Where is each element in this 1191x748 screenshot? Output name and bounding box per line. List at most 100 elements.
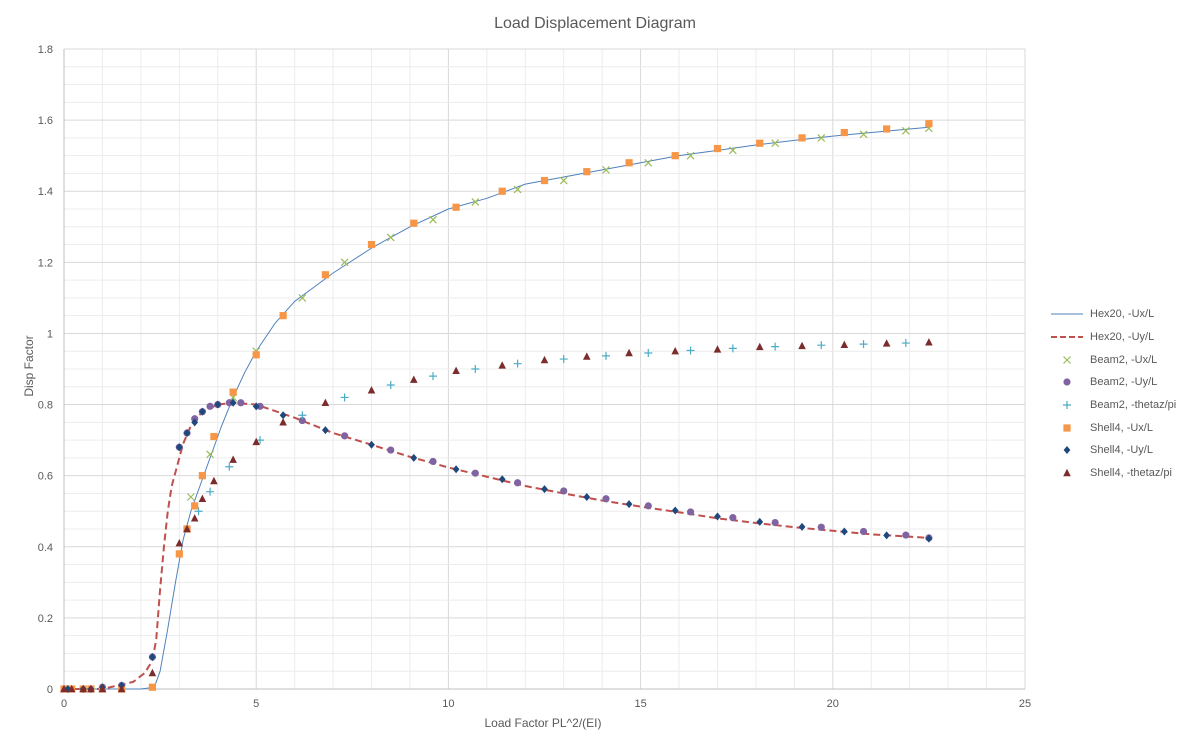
data-point: [183, 429, 191, 437]
legend-item-shell4-uy-l: Shell4, -Uy/L: [1050, 439, 1188, 462]
data-point: [498, 475, 506, 484]
data-point: [471, 365, 480, 373]
data-point: [64, 685, 72, 693]
data-point: [859, 527, 868, 536]
legend-label: Beam2, -thetaz/pi: [1090, 399, 1177, 412]
data-point: [340, 393, 349, 402]
data-point: [541, 485, 548, 494]
data-point: [798, 134, 806, 142]
axes: 0 0.2 0.4 0.6 0.8 1 1.2 1.4 1.6 1.8 0 5 10 15 20 25: [38, 44, 1031, 710]
legend-swatch: [1063, 446, 1071, 455]
data-point: [191, 502, 199, 510]
legend-label: Beam2, -Uy/L: [1090, 376, 1158, 389]
data-point: [902, 531, 910, 539]
data-point: [755, 342, 764, 351]
data-point: [471, 197, 480, 206]
data-point: [229, 398, 237, 407]
x-tick-label: 5: [253, 698, 259, 710]
data-point: [321, 271, 329, 279]
data-point: [559, 355, 568, 364]
legend-swatch: [1051, 313, 1083, 315]
data-point: [498, 361, 507, 369]
data-point: [175, 539, 184, 547]
legend-item-beam2-thetaz-pi: Beam2, -thetaz/pi: [1050, 394, 1188, 417]
data-point: [625, 348, 633, 357]
data-point: [771, 519, 779, 527]
data-point: [728, 146, 737, 155]
data-point: [882, 339, 891, 347]
legend-swatch: [1063, 378, 1071, 387]
y-tick-label: 0.2: [38, 613, 53, 625]
data-point: [341, 432, 349, 440]
data-point: [252, 402, 260, 411]
legend-marker: [1063, 446, 1071, 455]
data-point: [206, 450, 214, 459]
data-point: [175, 443, 183, 452]
data-point: [513, 185, 522, 194]
data-point: [513, 359, 522, 368]
data-point: [644, 158, 653, 167]
data-point: [602, 165, 610, 174]
data-point: [429, 215, 437, 224]
data-point: [225, 399, 233, 407]
legend-label: Shell4, -Uy/L: [1090, 444, 1153, 457]
data-point: [279, 418, 287, 426]
data-point: [79, 684, 88, 693]
data-point: [237, 399, 245, 407]
legend-swatch: [1063, 355, 1071, 364]
series-shell4-thetaz-pi: [60, 338, 933, 693]
legend-item-shell4-ux-l: Shell4, -Ux/L: [1050, 416, 1188, 439]
x-tick-label: 15: [634, 698, 646, 710]
data-point: [713, 345, 722, 353]
data-point: [625, 500, 633, 509]
data-point: [198, 494, 207, 502]
data-point: [925, 120, 933, 128]
data-point: [194, 507, 203, 516]
y-tick-label: 1.6: [38, 115, 53, 127]
legend-label: Hex20, -Uy/L: [1090, 331, 1155, 344]
chart-title: Load Displacement Diagram: [494, 15, 696, 32]
y-tick-label: 1: [47, 328, 53, 340]
data-point: [883, 125, 891, 133]
data-point: [817, 523, 825, 531]
data-point: [229, 455, 237, 463]
y-tick-label: 0.6: [38, 471, 53, 483]
legend-item-hex20-uy-l: Hex20, -Uy/L: [1050, 326, 1188, 349]
data-point: [901, 126, 910, 135]
data-point: [321, 398, 330, 406]
legend-label: Shell4, -thetaz/pi: [1090, 467, 1172, 480]
data-point: [367, 386, 376, 394]
data-point: [210, 432, 218, 441]
data-point: [471, 469, 479, 477]
data-point: [583, 493, 591, 501]
data-point: [368, 440, 375, 449]
x-tick-label: 20: [827, 698, 839, 710]
data-point: [713, 144, 722, 153]
data-point: [560, 487, 568, 495]
legend-swatch: [1063, 424, 1071, 432]
series-beam2-ux-l: [186, 124, 933, 501]
data-point: [410, 453, 418, 462]
data-point: [298, 416, 306, 425]
data-point: [183, 524, 191, 533]
data-point: [206, 402, 214, 410]
data-point: [602, 351, 611, 360]
data-point: [367, 240, 376, 249]
data-point: [817, 341, 826, 350]
data-point: [387, 446, 395, 454]
data-point: [883, 531, 891, 540]
data-point: [540, 355, 549, 364]
data-point: [452, 465, 460, 474]
data-point: [410, 219, 418, 227]
legend-marker: [1063, 424, 1071, 432]
data-point: [729, 514, 737, 522]
y-tick-label: 0.8: [38, 400, 53, 412]
x-axis-label: Load Factor PL^2/(EI): [484, 716, 601, 730]
y-tick-label: 1.4: [38, 186, 53, 198]
x-tick-label: 10: [442, 698, 454, 710]
data-point: [540, 176, 549, 185]
data-point: [452, 203, 460, 211]
legend-label: Shell4, -Ux/L: [1090, 421, 1153, 434]
